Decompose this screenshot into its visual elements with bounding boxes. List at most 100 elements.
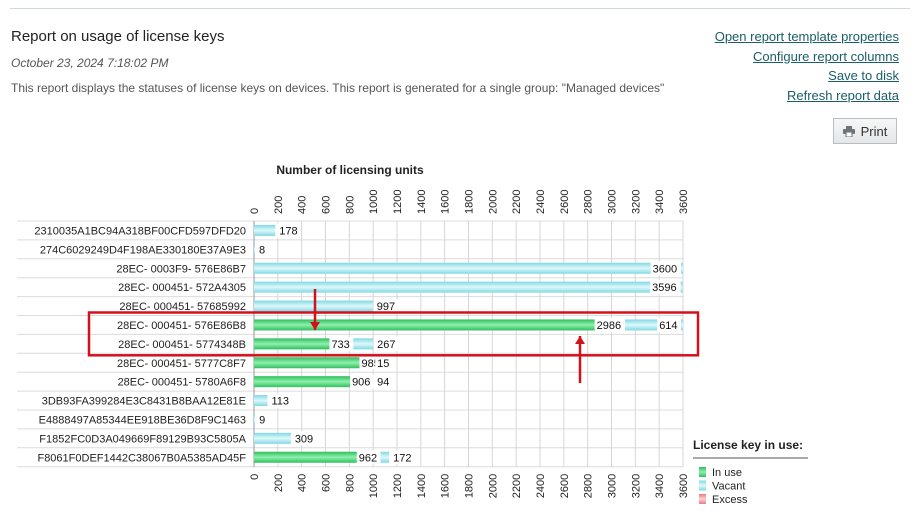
bottom-tick-label: 3400 [654,474,666,498]
data-label-box [256,242,268,257]
bottom-tick-label: 3200 [630,474,642,498]
legend-title: License key in use: [693,438,803,452]
bottom-tick-label: 2000 [487,474,499,498]
legend-swatch-excess [699,494,706,504]
bar-vacant [254,281,683,293]
data-label: 15 [377,358,389,370]
data-label: 178 [279,225,297,237]
top-tick-label: 0 [249,208,261,214]
category-label: 28EC- 000451- 5774348B [118,339,246,351]
data-label: 309 [295,433,313,445]
bottom-tick-label: 2400 [535,474,547,498]
category-label: 28EC- 000451- 57685992 [119,301,246,313]
category-label: F8061F0DEF1442C38067B0A5385AD45F [37,452,246,464]
data-label: 172 [393,452,411,464]
bar-vacant [254,224,276,236]
header-divider [10,8,910,9]
top-tick-label: 3000 [607,190,619,214]
bar-in-use [254,357,372,369]
bar-vacant [254,395,268,407]
bottom-tick-label: 2600 [559,474,571,498]
bar-in-use [254,376,362,388]
data-label-box [257,412,268,427]
configure-columns-link[interactable]: Configure report columns [753,48,899,64]
category-label: 28EC- 000451- 5777C8F7 [117,358,246,370]
report-title: Report on usage of license keys [11,28,225,45]
top-tick-label: 3200 [630,190,642,214]
category-label: 28EC- 0003F9- 576E86B7 [116,263,246,275]
bottom-tick-label: 1600 [440,474,452,498]
open-template-properties-link[interactable]: Open report template properties [714,29,899,44]
top-tick-label: 3600 [678,190,690,214]
data-label-box [657,317,681,332]
top-tick-label: 1400 [416,190,428,214]
bar-vacant [254,262,683,274]
data-label-box [594,317,626,332]
top-tick-label: 3400 [654,190,666,214]
legend-swatch-vacant [699,480,706,491]
data-label: 8 [259,244,265,256]
data-label-box [650,280,681,295]
data-label-box [350,374,374,389]
bottom-tick-label: 1200 [392,474,404,498]
bar-vacant [254,432,291,444]
data-label: 997 [377,301,395,313]
bottom-tick-label: 3000 [607,474,619,498]
legend-item-label: Vacant [712,481,745,493]
data-label-box [269,393,294,408]
arrow-down-head [310,322,320,330]
data-label: 3600 [653,263,677,275]
bottom-tick-label: 400 [297,474,309,492]
arrow-up-head [575,336,585,344]
highlight-box [87,311,700,357]
category-label: 28EC- 000451- 5780A6F8 [118,377,246,389]
category-label: 28EC- 000451- 572A4305 [118,282,246,294]
chart-rows: 2310035A1BC94A318BF00CFD597DFD20 178 274C6… [34,223,683,465]
refresh-report-link[interactable]: Refresh report data [786,87,899,103]
category-label: 3DB93FA399284E3C8431B8BAA12E81E [42,396,246,408]
bottom-tick-label: 800 [344,474,356,492]
data-label-box [356,450,381,465]
category-label: E4888497A85344EE918BE36D8F9C1463 [39,414,246,426]
data-label-box [391,450,415,465]
category-label: 28EC- 000451- 576E86B8 [117,320,246,332]
data-label: 94 [377,377,389,389]
data-label: 3596 [652,282,676,294]
top-tick-label: 200 [273,196,285,214]
top-axis: 0 200 400 600 800 1000 1200 1400 1600 1800 2000 220… [249,190,690,214]
top-tick-label: 2400 [535,190,547,214]
category-label: 2310035A1BC94A318BF00CFD597DFD20 [34,225,246,237]
top-tick-label: 2800 [583,190,595,214]
bar-vacant [254,413,256,425]
top-tick-label: 2200 [511,190,523,214]
bottom-tick-label: 2200 [511,474,523,498]
data-label: 2986 [597,320,621,332]
data-label-box [375,374,393,389]
bar-in-use [254,338,342,350]
print-button[interactable]: Print [833,118,897,144]
bottom-tick-label: 600 [321,474,333,492]
bar-vacant [254,300,373,312]
chart-annotations [87,289,700,383]
bottom-tick-label: 1800 [464,474,476,498]
data-label: 9 [259,414,265,426]
bar-vacant [341,338,374,350]
data-label: 906 [352,377,370,389]
top-tick-label: 600 [321,196,333,214]
data-label-box [374,299,399,314]
chart-title: Number of licensing units [276,163,424,177]
top-tick-label: 2600 [559,190,571,214]
printer-icon [842,125,855,137]
top-tick-label: 1000 [368,190,380,214]
bottom-tick-label: 200 [273,474,285,492]
save-to-disk-link[interactable]: Save to disk [828,68,899,83]
bar-in-use [254,451,369,463]
bottom-tick-label: 1400 [416,474,428,498]
report-description: This report displays the statuses of lic… [11,81,665,95]
bottom-tick-label: 2800 [583,474,595,498]
category-label: F1852FC0D3A049669F89129B93C5805A [39,433,246,445]
bar-in-use [254,319,610,331]
bottom-tick-label: 1000 [368,474,380,498]
print-label: Print [860,123,888,139]
